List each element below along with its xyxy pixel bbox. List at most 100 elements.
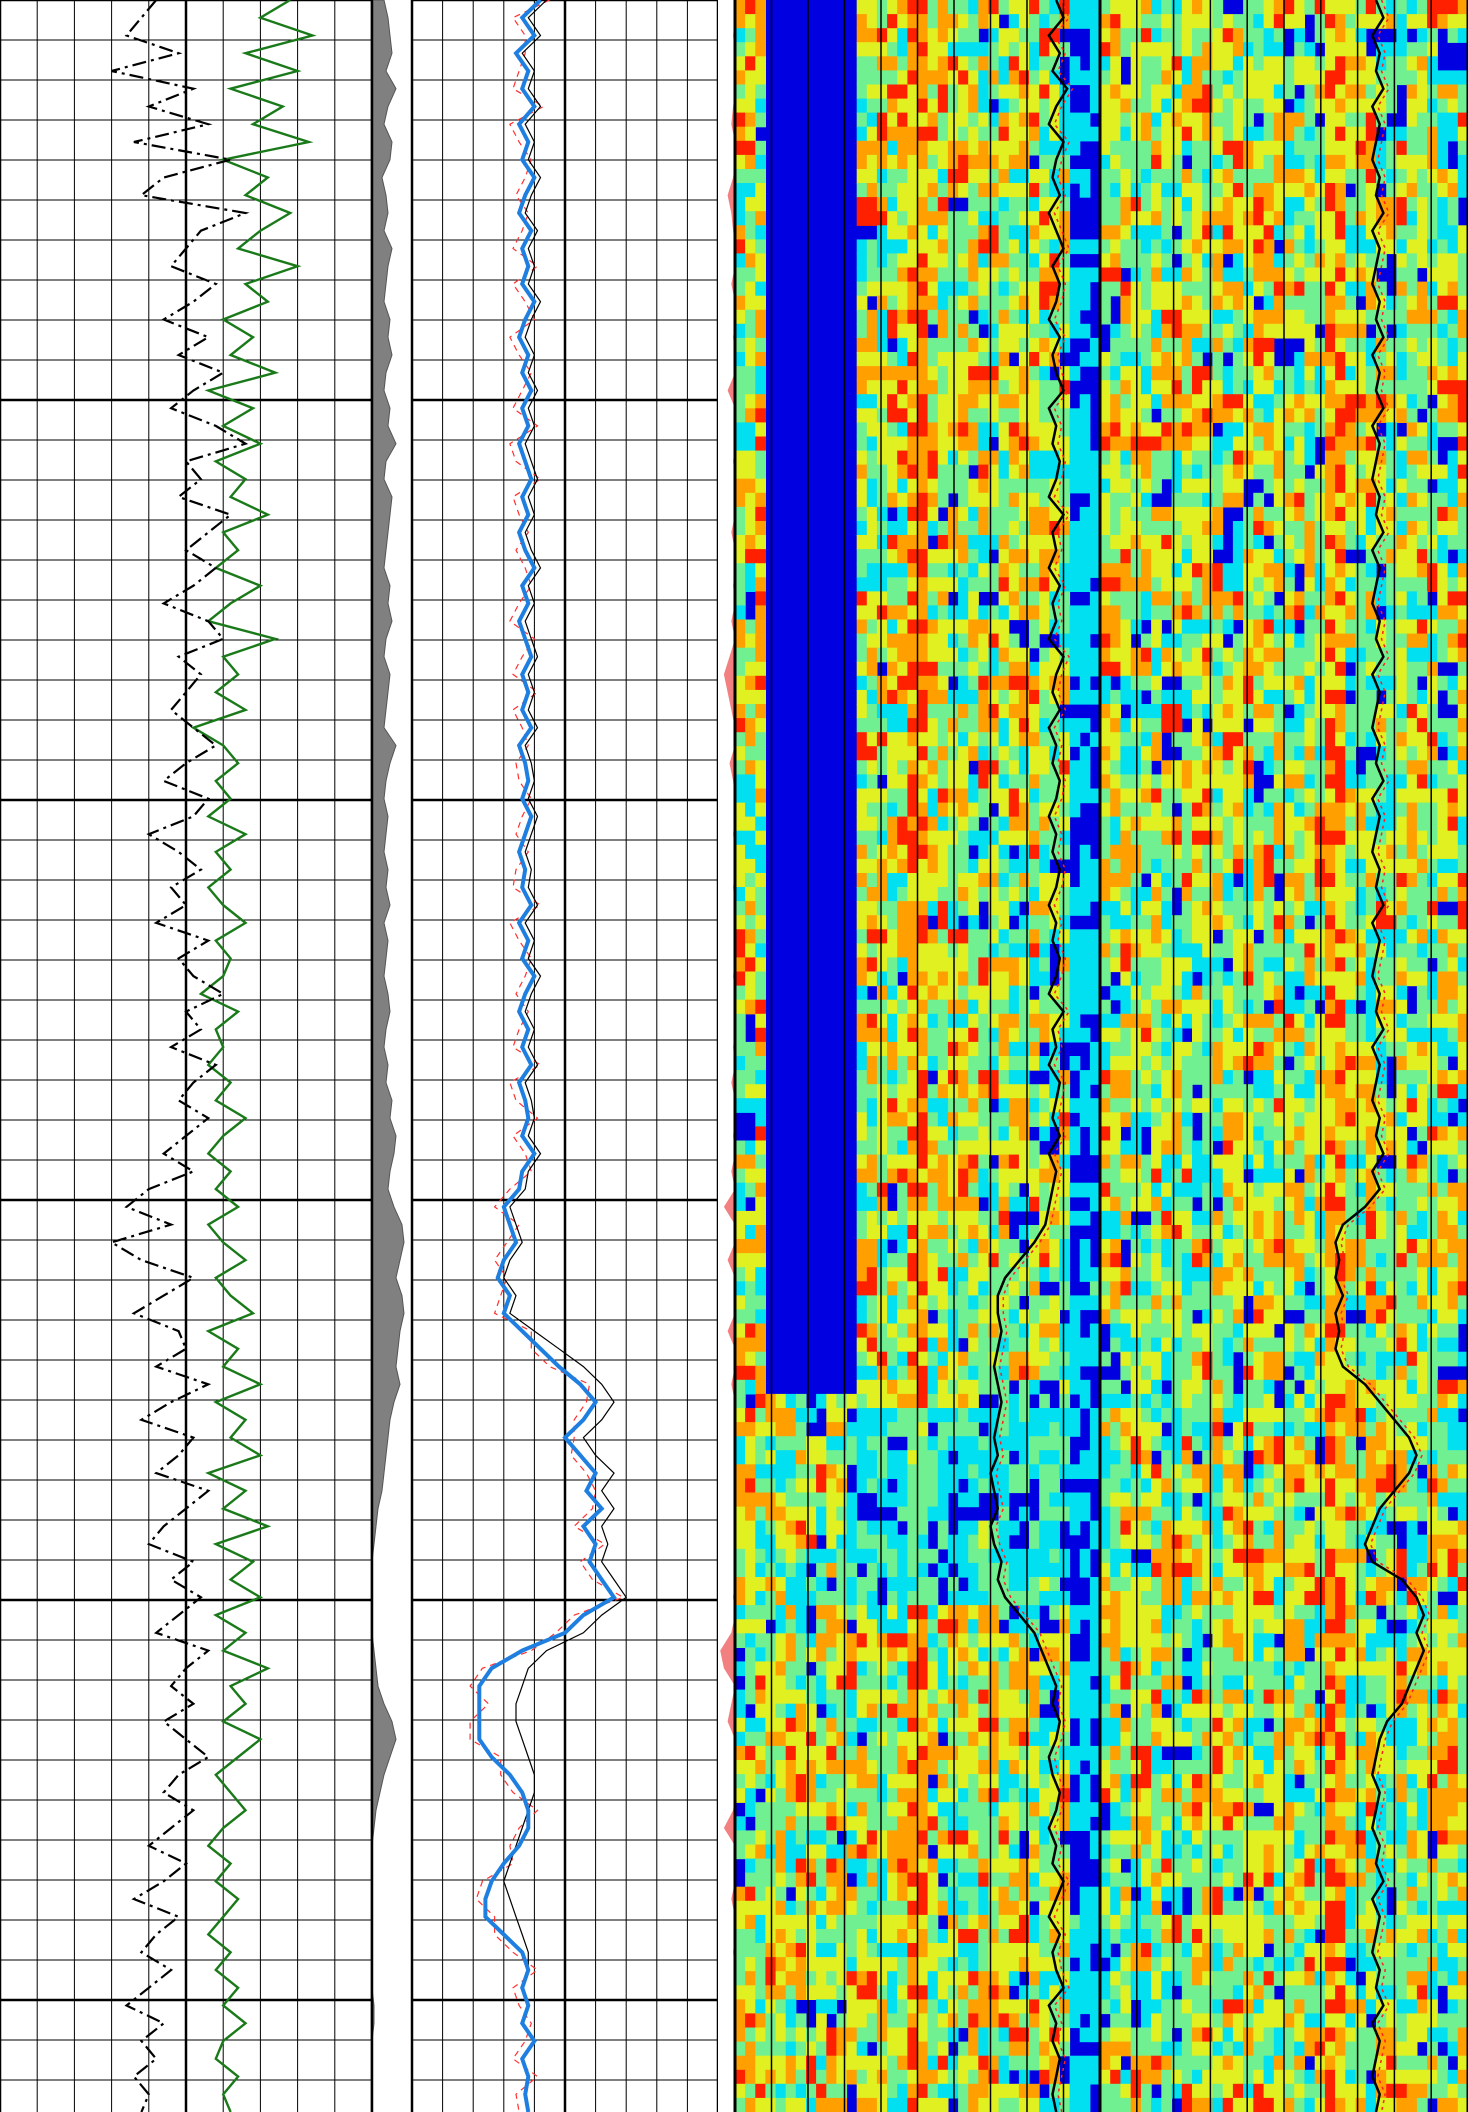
image-pixel <box>958 999 969 1015</box>
image-pixel <box>907 450 919 466</box>
image-pixel <box>887 1999 898 2015</box>
image-pixel <box>856 1253 868 1268</box>
image-pixel <box>1089 506 1101 522</box>
image-pixel <box>856 647 868 663</box>
image-pixel <box>958 506 969 522</box>
image-pixel <box>856 1985 868 2000</box>
image-pixel <box>1049 2055 1060 2071</box>
image-pixel <box>1029 633 1040 649</box>
image-pixel <box>876 1816 888 1831</box>
image-pixel <box>846 1929 858 1944</box>
image-pixel <box>917 394 929 409</box>
image-pixel <box>958 760 969 775</box>
image-pixel <box>968 1774 979 1789</box>
image-pixel <box>937 1999 949 2015</box>
image-pixel <box>1049 126 1060 142</box>
image-pixel <box>876 1802 888 1817</box>
image-pixel <box>887 1365 898 1381</box>
image-pixel <box>937 197 949 212</box>
image-pixel <box>1008 1070 1020 1085</box>
image-pixel <box>755 450 766 466</box>
image-pixel <box>1008 98 1020 114</box>
image-pixel <box>897 887 908 902</box>
image-pixel <box>988 1365 1000 1381</box>
image-pixel <box>1079 2097 1091 2112</box>
image-pixel <box>1416 56 1428 71</box>
image-pixel <box>998 957 1010 973</box>
image-pixel <box>1059 1295 1071 1311</box>
image-pixel <box>1069 1745 1081 1761</box>
image-pixel <box>937 1309 949 1325</box>
image-pixel <box>1386 0 1397 15</box>
image-pixel <box>816 1717 827 1733</box>
image-pixel <box>887 1745 898 1761</box>
image-pixel <box>1202 211 1213 226</box>
image-pixel <box>988 281 1000 297</box>
image-pixel <box>735 915 746 930</box>
image-pixel <box>1335 126 1346 142</box>
image-pixel <box>917 858 929 874</box>
image-pixel <box>887 816 898 832</box>
image-pixel <box>866 1154 878 1170</box>
image-pixel <box>1069 56 1081 71</box>
image-pixel <box>958 563 969 578</box>
image-pixel <box>745 1929 756 1944</box>
image-pixel <box>897 295 908 311</box>
image-pixel <box>958 1689 969 1705</box>
image-pixel <box>988 2041 1000 2057</box>
image-pixel <box>775 2013 787 2029</box>
image-pixel <box>897 408 908 423</box>
image-pixel <box>1253 0 1265 15</box>
image-pixel <box>1018 1168 1030 1184</box>
image-pixel <box>887 183 898 198</box>
image-pixel <box>1110 98 1121 114</box>
image-pixel <box>988 1182 1000 1198</box>
image-pixel <box>907 915 919 930</box>
image-pixel <box>1008 1239 1020 1254</box>
image-pixel <box>856 1661 868 1677</box>
image-pixel <box>907 971 919 987</box>
image-pixel <box>897 1760 908 1775</box>
image-pixel <box>785 1689 797 1705</box>
image-pixel <box>907 352 919 367</box>
image-pixel <box>958 408 969 423</box>
image-pixel <box>927 1196 939 1212</box>
image-pixel <box>897 1450 908 1465</box>
image-pixel <box>1018 492 1030 508</box>
image-pixel <box>988 408 1000 423</box>
image-pixel <box>876 295 888 311</box>
image-pixel <box>978 985 989 1001</box>
image-pixel <box>897 1703 908 1719</box>
image-pixel <box>745 1309 756 1325</box>
image-pixel <box>1029 183 1040 198</box>
image-pixel <box>937 1830 949 1846</box>
image-pixel <box>1039 28 1050 43</box>
image-pixel <box>1069 647 1081 663</box>
image-pixel <box>1457 14 1468 29</box>
image-pixel <box>897 267 908 283</box>
image-pixel <box>887 521 898 536</box>
image-pixel <box>826 1393 837 1409</box>
image-pixel <box>1243 169 1254 184</box>
image-pixel <box>1049 464 1060 480</box>
image-pixel <box>887 1577 898 1592</box>
image-pixel <box>1029 295 1040 311</box>
image-pixel <box>937 70 949 86</box>
image-pixel <box>1263 211 1275 226</box>
image-pixel <box>1008 295 1020 311</box>
image-pixel <box>735 1661 746 1677</box>
image-pixel <box>816 1900 827 1916</box>
image-pixel <box>775 1872 787 1888</box>
image-pixel <box>1018 1760 1030 1775</box>
image-pixel <box>1049 1661 1060 1677</box>
image-pixel <box>1100 239 1111 255</box>
image-pixel <box>735 2083 746 2099</box>
image-pixel <box>856 1323 868 1339</box>
image-pixel <box>745 1872 756 1888</box>
image-pixel <box>907 1929 919 1944</box>
image-pixel <box>927 1830 939 1846</box>
image-pixel <box>1151 112 1162 128</box>
image-pixel <box>958 1661 969 1677</box>
image-pixel <box>897 1675 908 1691</box>
image-pixel <box>937 732 949 747</box>
